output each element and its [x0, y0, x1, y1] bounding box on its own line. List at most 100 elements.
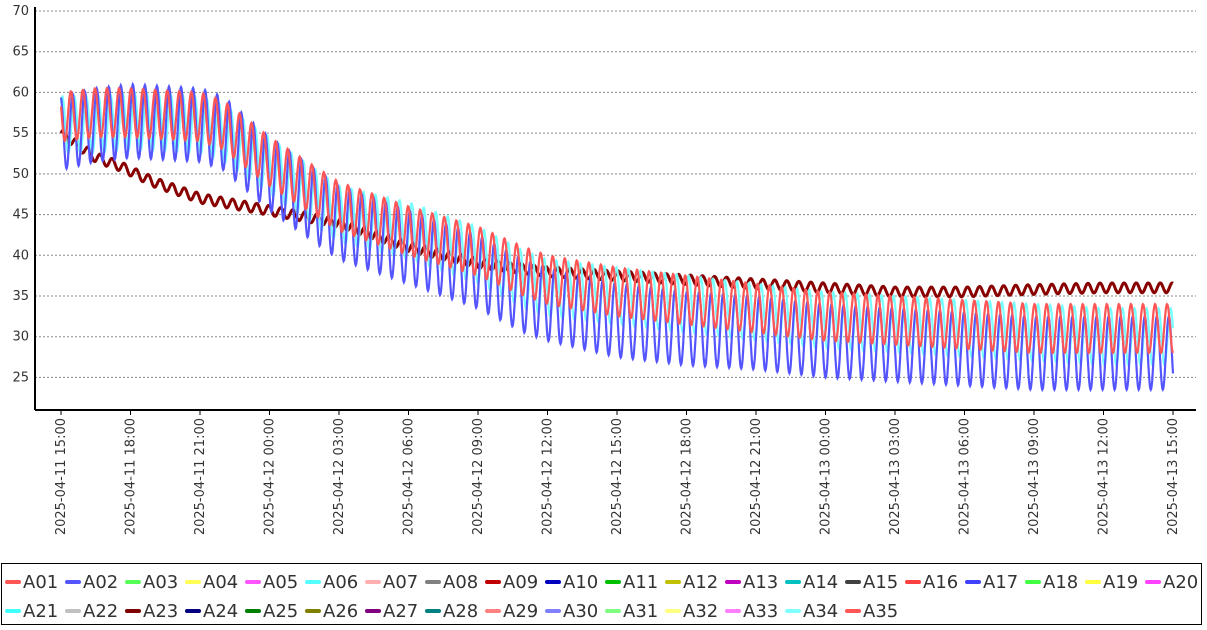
legend-swatch [545, 580, 561, 584]
y-axis-ticks: 25 30 35 40 45 50 55 60 65 70 [12, 4, 29, 385]
legend-item-a17: A17 [965, 570, 1018, 594]
x-tick-label: 2025-04-12 06:00 [402, 418, 417, 535]
legend-swatch [965, 580, 981, 584]
legend-label: A26 [323, 600, 359, 622]
x-tick-label: 2025-04-12 21:00 [749, 418, 764, 535]
legend-swatch [1145, 580, 1161, 584]
x-tick-label: 2025-04-12 18:00 [680, 418, 695, 535]
legend-swatch [5, 609, 21, 613]
legend-item-a20: A20 [1145, 570, 1198, 594]
legend-item-a04: A04 [185, 570, 238, 594]
legend-item-a09: A09 [485, 570, 538, 594]
y-tick-label: 35 [12, 289, 29, 304]
legend-item-a28: A28 [425, 599, 478, 623]
legend-swatch [845, 580, 861, 584]
legend-item-a01: A01 [5, 570, 58, 594]
y-tick-label: 70 [12, 4, 29, 19]
x-tick-label: 2025-04-12 15:00 [610, 418, 625, 535]
legend-swatch [245, 580, 261, 584]
legend-item-a35: A35 [845, 599, 898, 623]
legend-swatch [425, 609, 441, 613]
legend-label: A13 [743, 571, 779, 593]
legend-label: A25 [263, 600, 299, 622]
legend-swatch [785, 580, 801, 584]
legend-swatch [485, 580, 501, 584]
legend-swatch [305, 580, 321, 584]
legend-item-a12: A12 [665, 570, 718, 594]
y-tick-label: 25 [12, 370, 29, 385]
x-tick-label: 2025-04-13 03:00 [888, 418, 903, 535]
legend-swatch [1025, 580, 1041, 584]
legend-label: A10 [563, 571, 599, 593]
legend-swatch [365, 580, 381, 584]
legend-label: A17 [983, 571, 1019, 593]
legend-label: A22 [83, 600, 119, 622]
legend-swatch [245, 609, 261, 613]
legend-item-a14: A14 [785, 570, 838, 594]
axes [34, 7, 1196, 411]
legend-label: A18 [1043, 571, 1079, 593]
series-line-a35 [59, 86, 1175, 355]
legend-swatch [365, 609, 381, 613]
y-tick-label: 45 [12, 208, 29, 223]
legend-label: A33 [743, 600, 779, 622]
legend-label: A35 [863, 600, 899, 622]
legend-label: A23 [143, 600, 179, 622]
legend-label: A08 [443, 571, 479, 593]
x-tick-label: 2025-04-13 12:00 [1097, 418, 1112, 535]
legend-swatch [545, 609, 561, 613]
legend-swatch [485, 609, 501, 613]
legend-label: A30 [563, 600, 599, 622]
legend-swatch [665, 609, 681, 613]
legend-item-a13: A13 [725, 570, 778, 594]
legend-swatch [725, 609, 741, 613]
legend-label: A28 [443, 600, 479, 622]
legend-label: A14 [803, 571, 839, 593]
legend-swatch [845, 609, 861, 613]
legend-label: A34 [803, 600, 839, 622]
legend-swatch [65, 580, 81, 584]
y-tick-label: 65 [12, 45, 29, 60]
series-lines [59, 81, 1175, 393]
legend-swatch [125, 609, 141, 613]
legend-item-a05: A05 [245, 570, 298, 594]
legend-swatch [125, 580, 141, 584]
legend-swatch [185, 580, 201, 584]
legend-item-a27: A27 [365, 599, 418, 623]
legend-label: A24 [203, 600, 239, 622]
legend-swatch [665, 580, 681, 584]
legend-label: A07 [383, 571, 419, 593]
legend-swatch [185, 609, 201, 613]
legend-swatch [5, 580, 21, 584]
legend-item-a03: A03 [125, 570, 178, 594]
legend-item-a34: A34 [785, 599, 838, 623]
legend-item-a16: A16 [905, 570, 958, 594]
legend-label: A09 [503, 571, 539, 593]
legend-item-a19: A19 [1085, 570, 1138, 594]
x-tick-label: 2025-04-13 09:00 [1027, 418, 1042, 535]
x-tick-label: 2025-04-12 03:00 [332, 418, 347, 535]
legend-label: A02 [83, 571, 119, 593]
y-tick-label: 55 [12, 126, 29, 141]
legend-item-a11: A11 [605, 570, 658, 594]
y-tick-label: 60 [12, 85, 29, 100]
legend-label: A12 [683, 571, 719, 593]
legend-label: A01 [23, 571, 59, 593]
x-tick-label: 2025-04-12 09:00 [471, 418, 486, 535]
x-axis-ticks: 2025-04-11 15:00 2025-04-11 18:00 2025-04-… [54, 410, 1181, 535]
legend-swatch [605, 580, 621, 584]
legend-label: A21 [23, 600, 59, 622]
legend-swatch [905, 580, 921, 584]
x-tick-label: 2025-04-13 06:00 [958, 418, 973, 535]
legend-swatch [425, 580, 441, 584]
legend-swatch [305, 609, 321, 613]
x-tick-label: 2025-04-12 12:00 [541, 418, 556, 535]
legend-label: A05 [263, 571, 299, 593]
legend-swatch [785, 609, 801, 613]
legend-item-a32: A32 [665, 599, 718, 623]
x-tick-label: 2025-04-13 00:00 [819, 418, 834, 535]
legend-item-a33: A33 [725, 599, 778, 623]
y-tick-label: 30 [12, 330, 29, 345]
legend-item-a21: A21 [5, 599, 58, 623]
legend-item-a22: A22 [65, 599, 118, 623]
